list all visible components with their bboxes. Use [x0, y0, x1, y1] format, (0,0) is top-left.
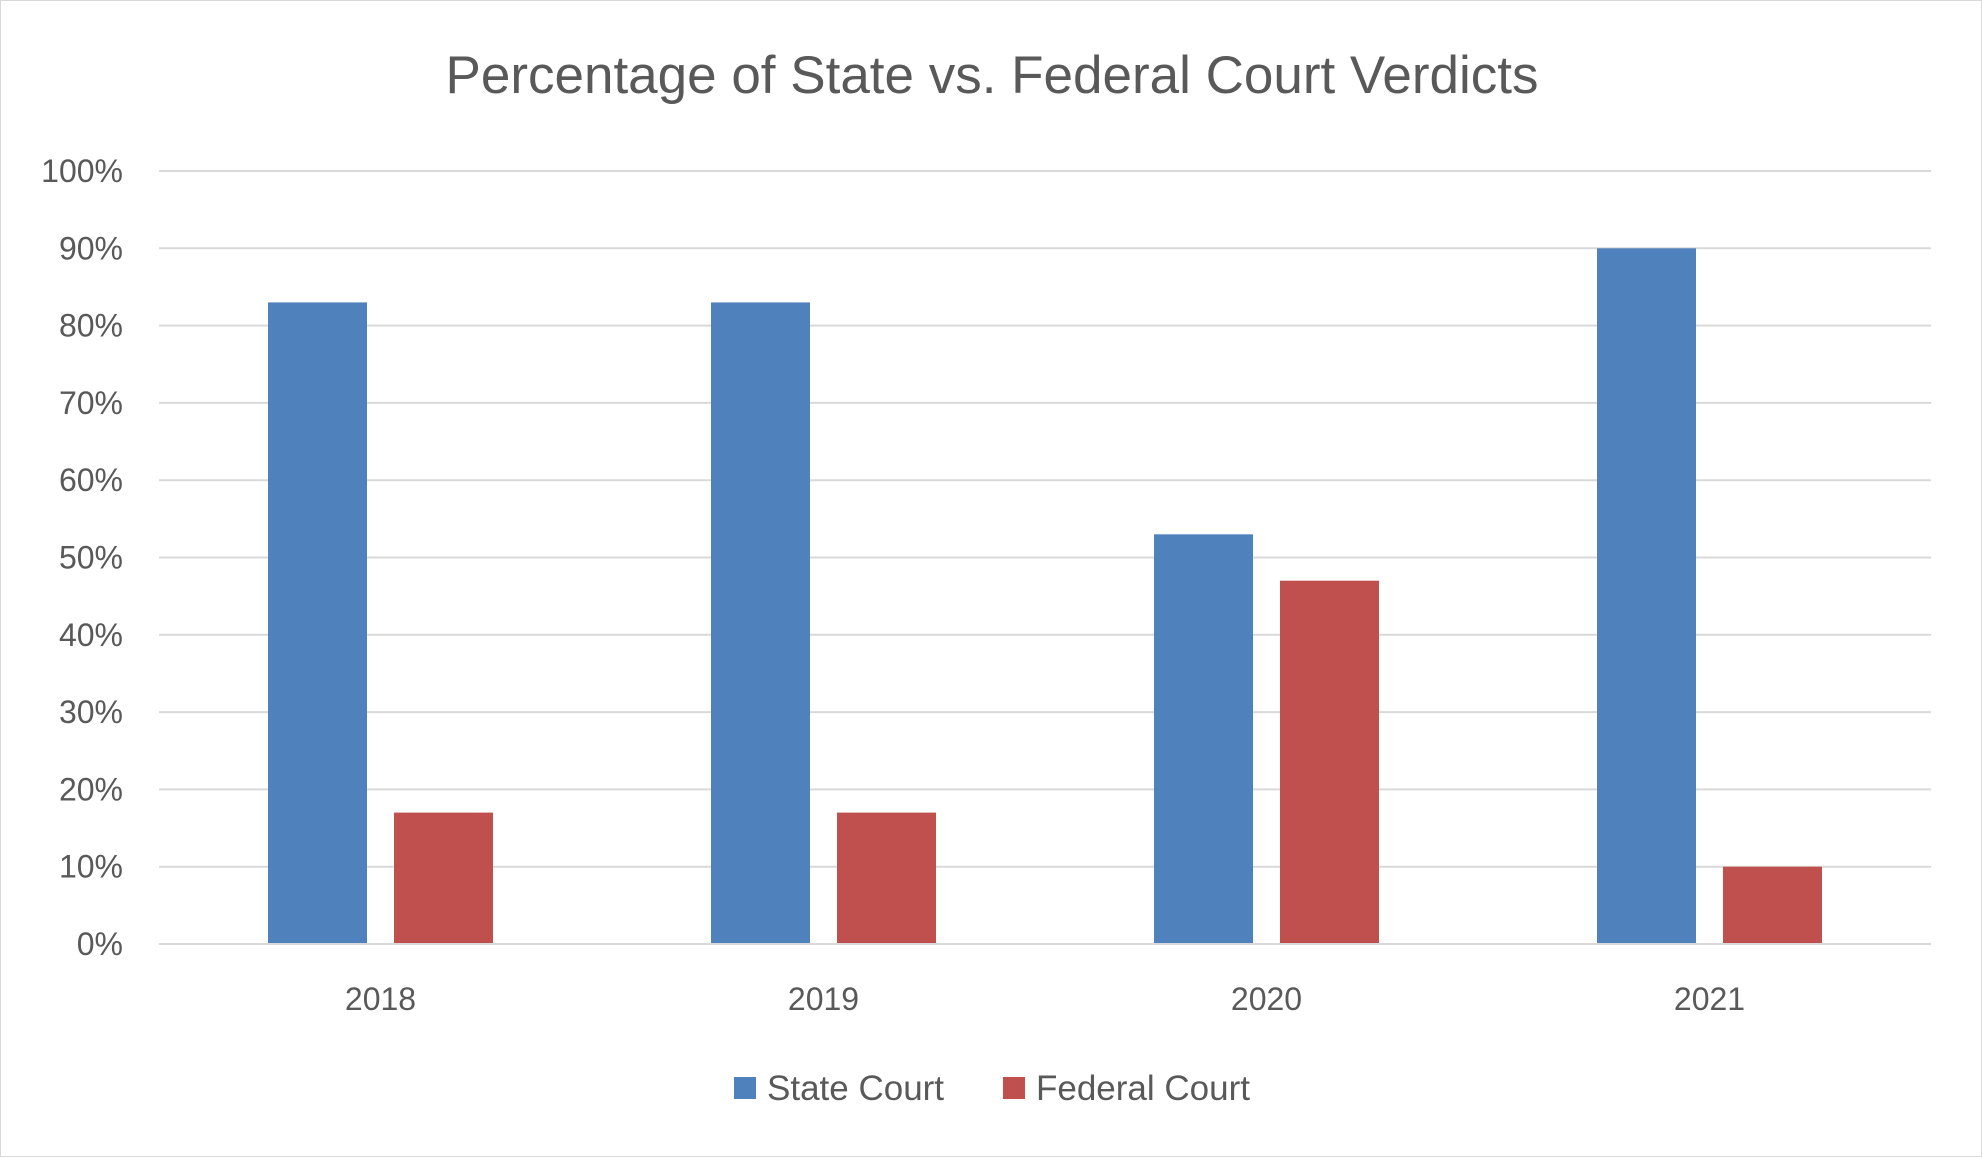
legend: State Court Federal Court	[734, 1069, 1250, 1108]
y-tick-label: 100%	[41, 153, 123, 189]
legend-label: State Court	[767, 1069, 944, 1108]
y-tick-label: 70%	[59, 385, 123, 421]
y-axis-tick-labels: 0% 10% 20% 30% 40% 50% 60% 70% 80% 90% 100%	[41, 153, 123, 962]
legend-swatch	[734, 1077, 756, 1099]
y-tick-label: 20%	[59, 771, 123, 807]
x-axis-tick-labels: 2018 2019 2020 2021	[345, 981, 1745, 1017]
x-tick-label: 2020	[1231, 981, 1302, 1017]
x-tick-label: 2019	[788, 981, 859, 1017]
bars	[268, 248, 1822, 945]
bar-federal-court-2021	[1723, 866, 1822, 944]
legend-label: Federal Court	[1036, 1069, 1250, 1108]
y-tick-label: 0%	[77, 926, 123, 962]
x-tick-label: 2018	[345, 981, 416, 1017]
y-tick-label: 40%	[59, 617, 123, 653]
y-tick-label: 30%	[59, 694, 123, 730]
y-tick-label: 80%	[59, 308, 123, 344]
y-tick-label: 90%	[59, 230, 123, 266]
bar-state-court-2021	[1597, 248, 1696, 945]
y-tick-label: 10%	[59, 849, 123, 885]
chart-title: Percentage of State vs. Federal Court Ve…	[446, 46, 1539, 105]
y-tick-label: 50%	[59, 540, 123, 576]
bar-state-court-2019	[711, 302, 810, 944]
bar-federal-court-2019	[837, 812, 936, 944]
bar-federal-court-2020	[1280, 580, 1379, 944]
x-tick-label: 2021	[1674, 981, 1745, 1017]
bar-state-court-2020	[1154, 534, 1253, 944]
legend-swatch	[1003, 1077, 1025, 1099]
bar-state-court-2018	[268, 302, 367, 944]
y-tick-label: 60%	[59, 462, 123, 498]
bar-federal-court-2018	[394, 812, 493, 944]
gridlines	[159, 170, 1931, 868]
